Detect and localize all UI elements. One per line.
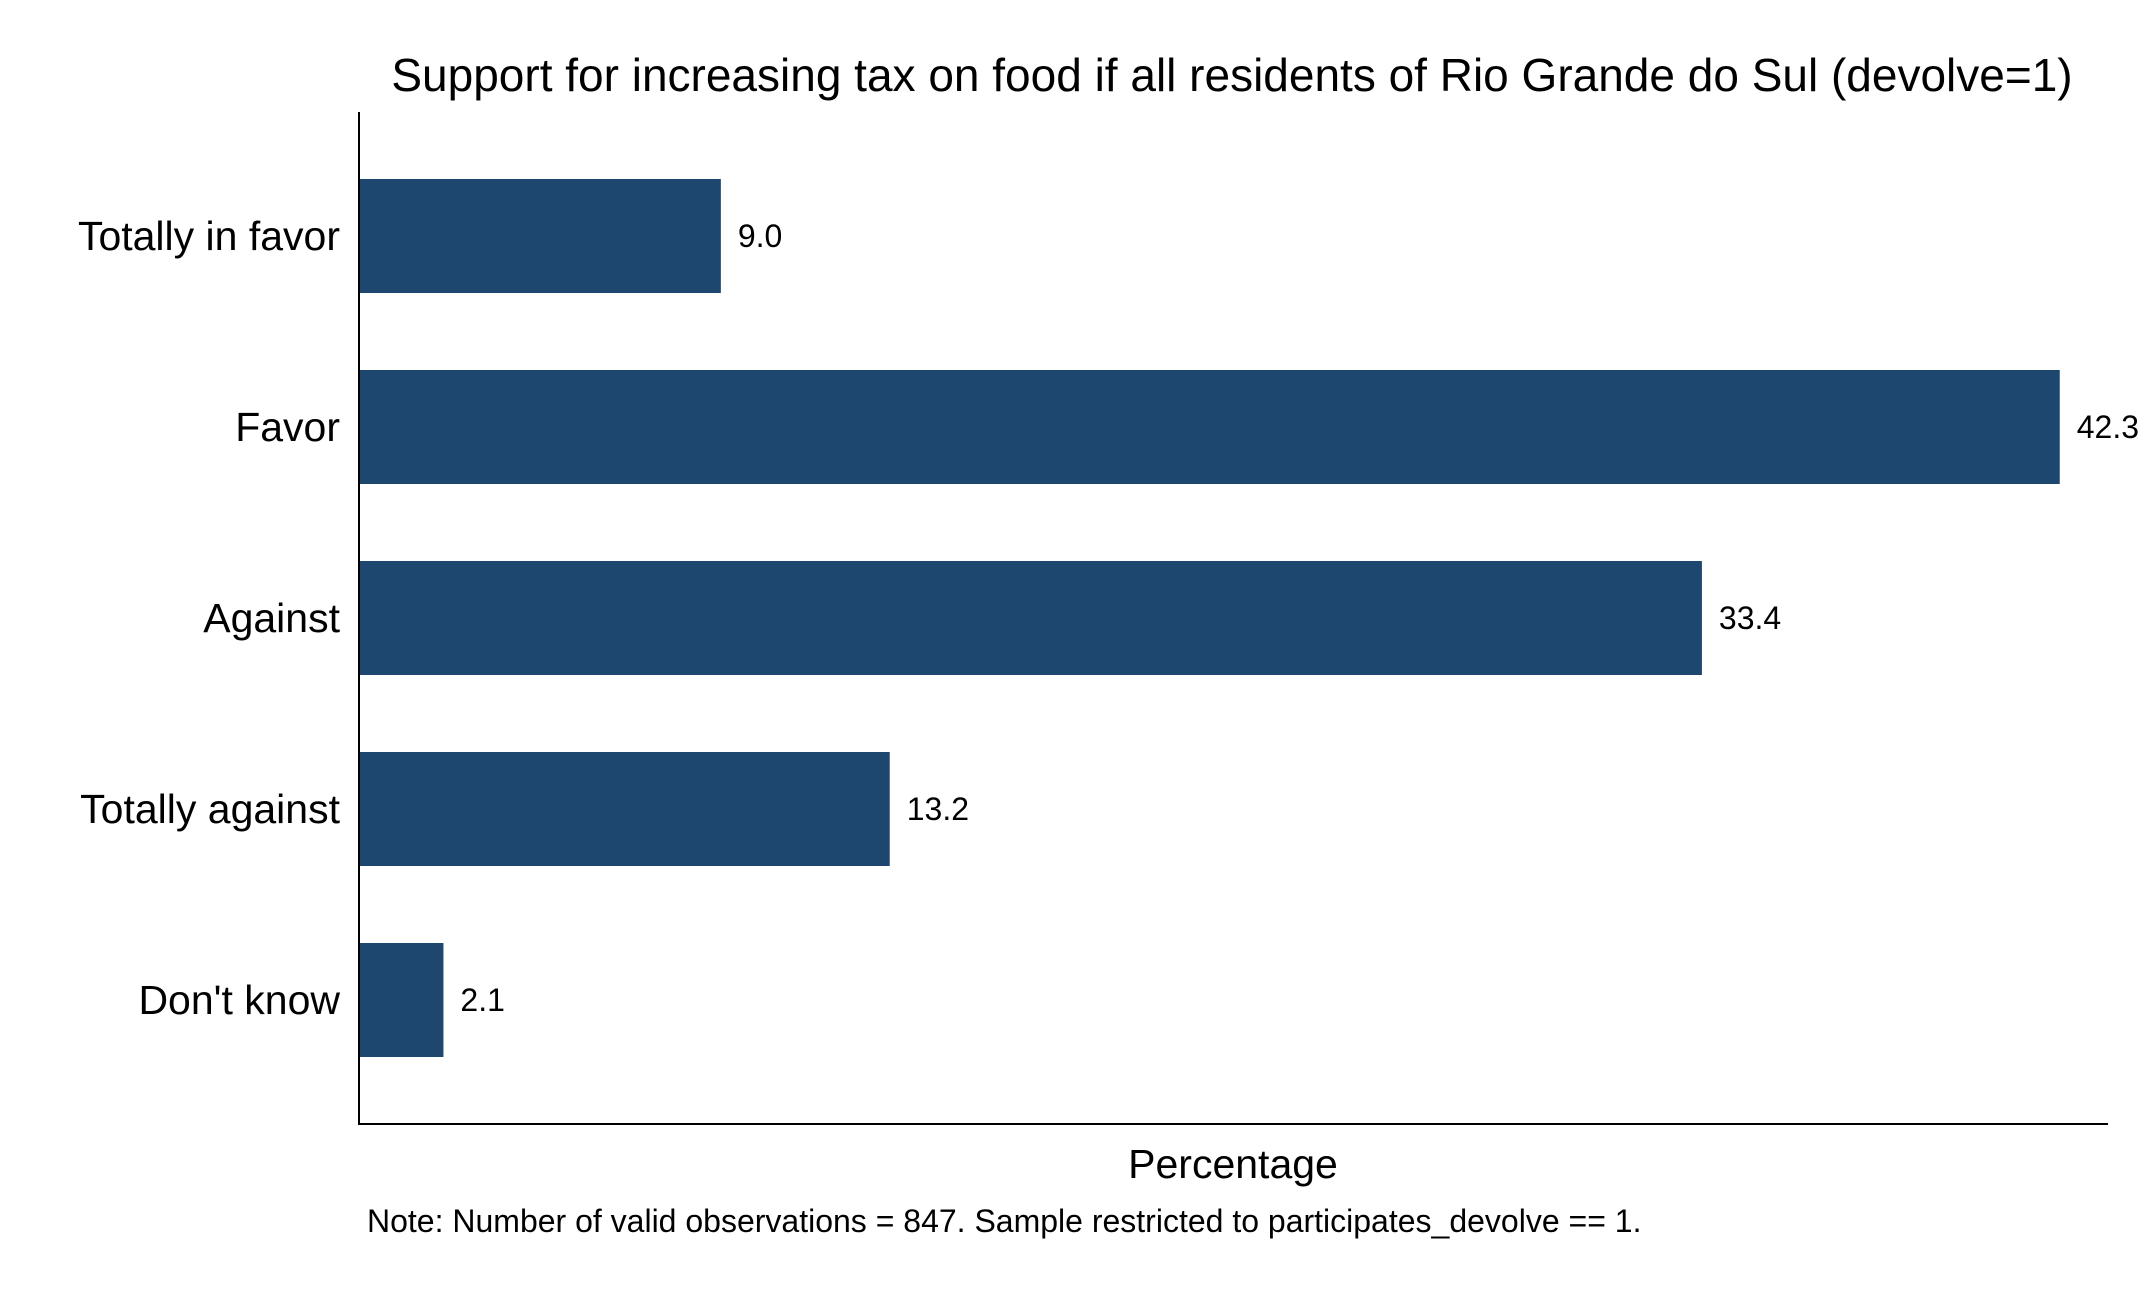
- chart-note: Note: Number of valid observations = 847…: [367, 1203, 1641, 1239]
- data-label: 33.4: [1719, 600, 1781, 636]
- data-label: 9.0: [738, 218, 782, 254]
- bar: [359, 943, 444, 1057]
- bar: [359, 561, 1702, 675]
- x-axis-title: Percentage: [1128, 1141, 1338, 1187]
- bar: [359, 752, 890, 866]
- bar: [359, 370, 2060, 484]
- chart-title: Support for increasing tax on food if al…: [391, 49, 2072, 101]
- category-label: Don't know: [138, 977, 340, 1023]
- value-labels: 9.0 42.3 33.4 13.2 2.1: [460, 218, 2139, 1018]
- data-label: 2.1: [460, 982, 504, 1018]
- bar: [359, 179, 721, 293]
- bars-group: [359, 179, 2060, 1057]
- category-labels: Totally in favor Favor Against Totally agai…: [78, 213, 341, 1023]
- category-label: Totally against: [80, 786, 340, 832]
- data-label: 42.3: [2077, 409, 2139, 445]
- data-label: 13.2: [907, 791, 969, 827]
- category-label: Against: [203, 595, 340, 641]
- category-label: Totally in favor: [78, 213, 340, 259]
- category-label: Favor: [235, 404, 340, 450]
